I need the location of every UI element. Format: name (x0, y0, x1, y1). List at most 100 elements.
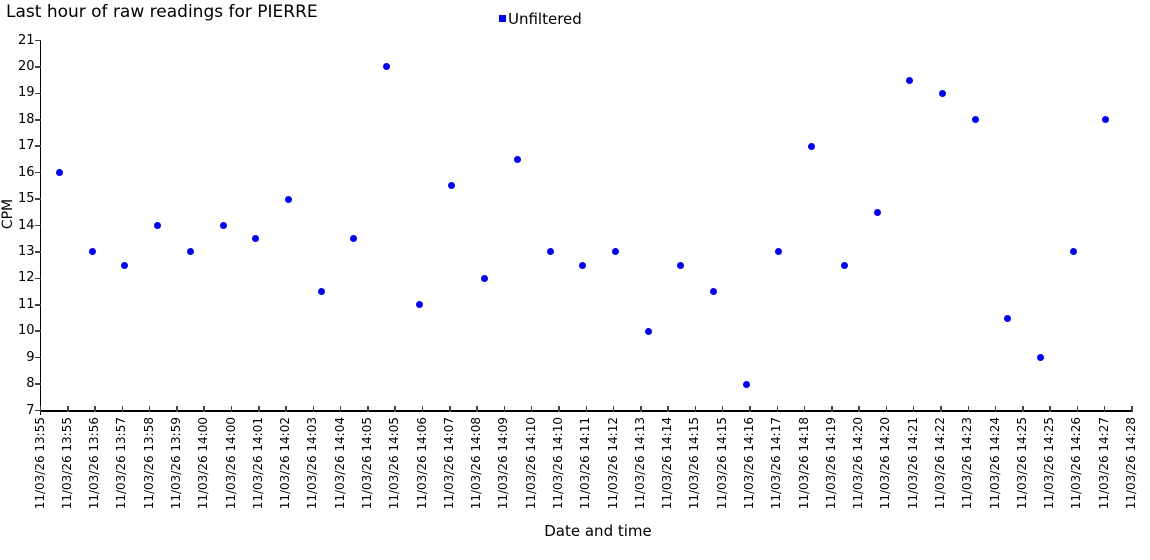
y-tick-label: 20 (17, 58, 35, 74)
x-tick-mark (312, 406, 315, 412)
y-tick-mark (35, 66, 41, 68)
x-tick-label: 11/03/26 13:57 (114, 417, 129, 510)
x-tick-mark (148, 406, 151, 412)
x-tick-label: 11/03/26 13:58 (141, 417, 156, 510)
x-tick-label: 11/03/26 14:26 (1069, 417, 1084, 510)
x-tick-mark (776, 406, 778, 412)
data-point-unfiltered (121, 261, 129, 269)
x-tick-label: 11/03/26 14:12 (605, 417, 620, 510)
legend: Unfiltered (499, 11, 582, 27)
y-tick-mark (35, 251, 41, 253)
x-tick-label: 11/03/26 14:02 (278, 417, 293, 510)
x-tick-label: 11/03/26 14:25 (1042, 417, 1057, 510)
x-tick-label: 11/03/26 14:03 (305, 417, 320, 510)
x-tick-mark (721, 406, 724, 412)
x-tick-mark (558, 406, 560, 412)
y-tick-label: 12 (17, 270, 35, 286)
data-point-unfiltered (579, 261, 587, 269)
y-tick-label: 19 (17, 85, 35, 101)
data-point-unfiltered (350, 235, 358, 243)
x-tick-mark (67, 406, 69, 412)
y-tick-mark (35, 145, 41, 147)
data-point-unfiltered (317, 288, 325, 296)
x-tick-label: 11/03/26 14:19 (823, 417, 838, 510)
x-tick-mark (912, 406, 915, 412)
x-tick-label: 11/03/26 13:59 (168, 417, 183, 510)
x-tick-mark (940, 406, 942, 412)
x-tick-label: 11/03/26 14:25 (1014, 417, 1029, 510)
x-tick-label: 11/03/26 14:01 (250, 417, 265, 510)
y-tick-mark (35, 330, 41, 332)
data-point-unfiltered (742, 380, 750, 388)
x-tick-mark (285, 406, 287, 412)
y-tick-label: 17 (17, 138, 35, 154)
data-point-unfiltered (186, 248, 194, 256)
data-point-unfiltered (808, 142, 816, 150)
x-tick-label: 11/03/26 14:07 (441, 417, 456, 510)
x-tick-mark (203, 406, 205, 412)
legend-marker-unfiltered (499, 15, 506, 22)
x-tick-label: 11/03/26 14:10 (550, 417, 565, 510)
x-tick-mark (612, 406, 615, 412)
x-tick-label: 11/03/26 14:05 (359, 417, 374, 510)
x-tick-label: 11/03/26 14:06 (414, 417, 429, 510)
data-point-unfiltered (481, 274, 489, 282)
data-point-unfiltered (448, 182, 456, 190)
data-point-unfiltered (88, 248, 96, 256)
x-tick-mark (121, 406, 124, 412)
x-tick-mark (831, 406, 833, 412)
x-tick-mark (1022, 406, 1024, 412)
data-point-unfiltered (840, 261, 848, 269)
x-tick-label: 11/03/26 14:16 (741, 417, 756, 510)
data-point-unfiltered (775, 248, 783, 256)
y-tick-label: 18 (17, 111, 35, 127)
x-tick-label: 11/03/26 14:00 (223, 417, 238, 510)
y-tick-mark (35, 304, 41, 306)
data-point-unfiltered (906, 76, 914, 84)
x-tick-mark (585, 406, 587, 412)
y-tick-mark (35, 171, 41, 174)
x-tick-mark (667, 406, 669, 412)
x-tick-label: 11/03/26 14:15 (687, 417, 702, 510)
x-tick-label: 11/03/26 14:20 (878, 417, 893, 510)
x-tick-label: 11/03/26 14:22 (932, 417, 947, 510)
x-tick-label: 11/03/26 14:15 (714, 417, 729, 510)
x-tick-mark (339, 406, 342, 412)
y-tick-mark (35, 383, 41, 385)
x-tick-mark (803, 406, 806, 412)
x-tick-label: 11/03/26 14:17 (769, 417, 784, 510)
y-axis-title: CPM (0, 198, 16, 230)
x-tick-label: 11/03/26 14:09 (496, 417, 511, 510)
x-tick-mark (1103, 406, 1106, 412)
x-tick-mark (749, 406, 751, 412)
data-point-unfiltered (611, 248, 619, 256)
y-tick-mark (35, 92, 41, 95)
y-tick-label: 11 (17, 296, 35, 312)
data-point-unfiltered (219, 222, 227, 229)
y-tick-mark (35, 39, 41, 42)
data-point-unfiltered (873, 208, 881, 216)
x-tick-label: 11/03/26 14:04 (332, 417, 347, 510)
x-tick-label: 11/03/26 13:55 (32, 417, 47, 510)
x-tick-mark (994, 406, 997, 412)
y-tick-mark (35, 224, 41, 227)
x-tick-mark (230, 406, 233, 412)
y-tick-mark (35, 198, 41, 200)
x-tick-mark (640, 406, 642, 412)
x-tick-label: 11/03/26 14:23 (960, 417, 975, 510)
x-tick-mark (476, 406, 478, 412)
data-point-unfiltered (383, 63, 390, 71)
x-tick-label: 11/03/26 14:24 (987, 417, 1002, 510)
data-point-unfiltered (415, 301, 423, 309)
x-tick-label: 11/03/26 14:13 (632, 417, 647, 510)
x-tick-mark (394, 406, 396, 412)
x-tick-label: 11/03/26 14:14 (660, 417, 675, 510)
y-tick-label: 13 (17, 243, 35, 259)
data-point-unfiltered (252, 235, 260, 243)
x-tick-mark (858, 406, 860, 412)
y-tick-mark (35, 356, 41, 359)
x-tick-label: 11/03/26 14:11 (578, 417, 593, 510)
x-tick-mark (885, 406, 888, 412)
data-point-unfiltered (1037, 354, 1044, 362)
